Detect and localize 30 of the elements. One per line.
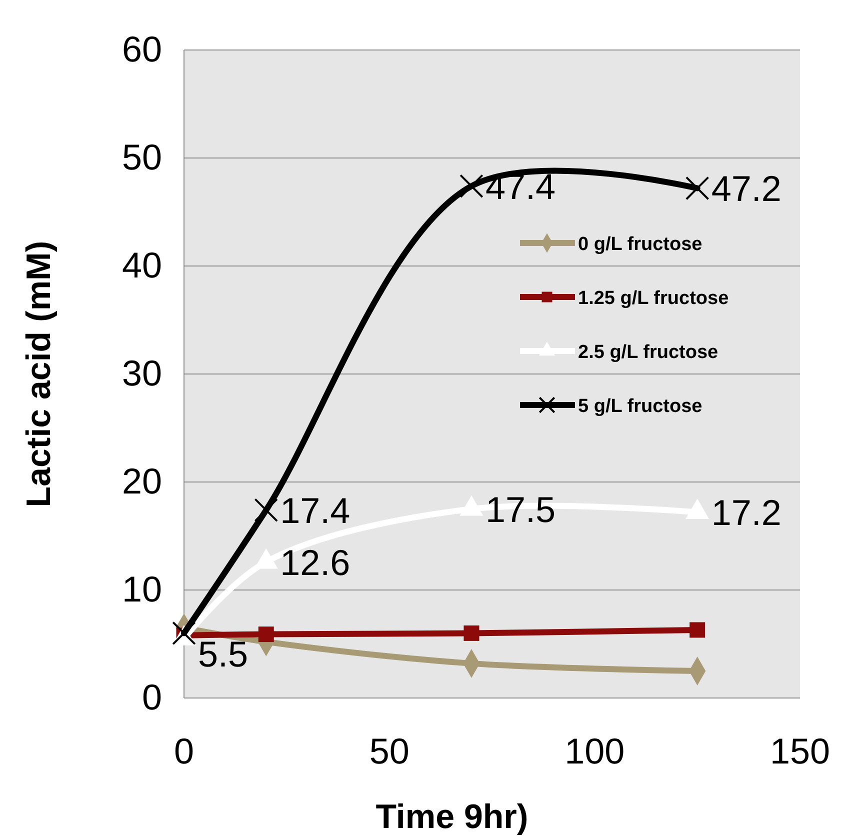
y-tick-label: 40 bbox=[122, 244, 162, 286]
data-label: 17.4 bbox=[280, 490, 350, 532]
y-tick-label: 60 bbox=[122, 28, 162, 70]
point bbox=[258, 626, 274, 642]
x-axis-title: Time 9hr) bbox=[376, 798, 528, 836]
point bbox=[685, 176, 710, 200]
data-label: 5.5 bbox=[198, 634, 248, 675]
x-tick-label: 100 bbox=[564, 730, 625, 772]
point bbox=[690, 622, 706, 638]
y-tick-label: 30 bbox=[122, 352, 162, 394]
y-tick-label: 50 bbox=[122, 136, 162, 178]
data-label: 17.5 bbox=[485, 489, 556, 530]
y-tick-label: 0 bbox=[142, 676, 162, 718]
legend-label: 1.25 g/L fructose bbox=[578, 288, 729, 309]
y-tick-label: 10 bbox=[122, 568, 162, 610]
y-tick-label: 20 bbox=[122, 460, 162, 502]
point bbox=[460, 174, 484, 198]
data-label: 47.2 bbox=[711, 168, 782, 210]
point bbox=[254, 498, 278, 522]
data-label: 17.2 bbox=[711, 492, 782, 534]
legend-label: 2.5 g/L fructose bbox=[578, 342, 718, 363]
x-tick-label: 50 bbox=[369, 730, 410, 772]
x-tick-label: 0 bbox=[174, 730, 194, 772]
data-label: 12.6 bbox=[280, 542, 350, 583]
y-axis-title: Lactic acid (mM) bbox=[20, 240, 58, 508]
legend-label: 0 g/L fructose bbox=[578, 234, 702, 255]
point bbox=[464, 625, 480, 641]
x-tick-label: 150 bbox=[770, 730, 830, 772]
legend-label: 5 g/L fructose bbox=[578, 396, 702, 417]
point bbox=[172, 621, 196, 646]
